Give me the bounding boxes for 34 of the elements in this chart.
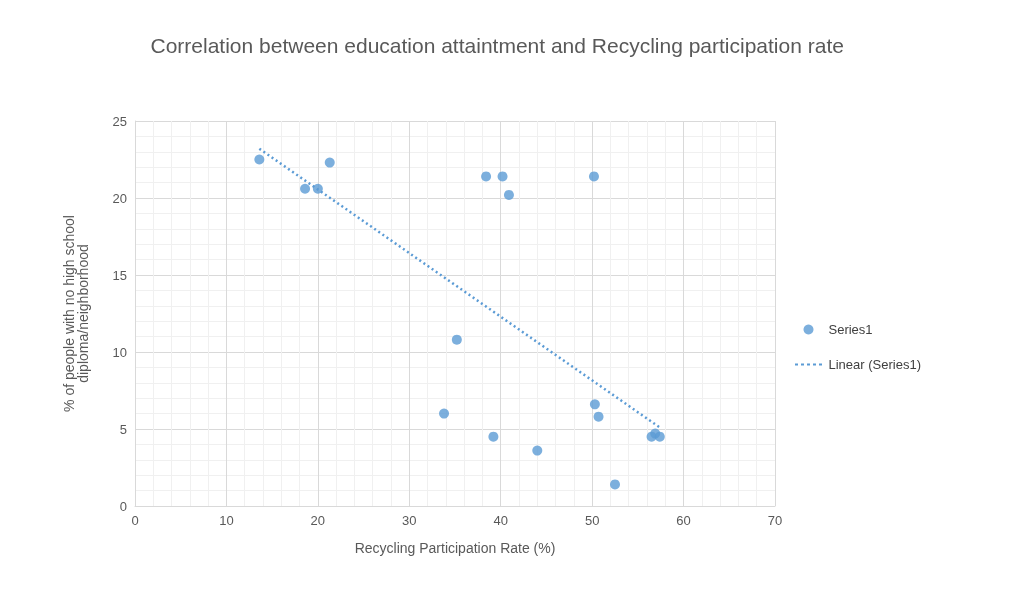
y-tick-label: 15 (112, 267, 127, 283)
point (497, 171, 508, 182)
y-tick-label: 0 (119, 498, 127, 514)
y-tick-label: 5 (119, 421, 127, 437)
y-tick-label: 10 (112, 344, 127, 360)
point (654, 431, 665, 442)
point (593, 411, 604, 422)
x-tick-label: 0 (131, 513, 139, 528)
point (324, 157, 335, 168)
point (254, 154, 265, 165)
chart-title: Correlation between education attaintment and Recycling participation rate (150, 33, 844, 57)
point (610, 479, 620, 490)
x-tick-label: 10 (219, 513, 234, 528)
x-tick-label: 60 (676, 513, 691, 528)
x-tick-label: 20 (310, 513, 326, 528)
point (532, 445, 543, 456)
point (589, 399, 600, 410)
legend-label: Linear (Series1) (828, 357, 921, 372)
x-tick-label: 70 (767, 513, 783, 528)
point (451, 334, 462, 345)
y-axis-title: % of people with no high school diploma/neighborhood (61, 215, 91, 412)
y-tick-label: 25 (112, 113, 127, 129)
x-tick-label: 30 (402, 513, 417, 528)
x-axis-title: Recycling Participation Rate (%) (354, 540, 556, 556)
x-tick-label: 40 (493, 513, 508, 528)
point (300, 183, 311, 194)
y-tick-label: 20 (112, 190, 127, 206)
point (481, 171, 492, 182)
x-tick-label: 50 (584, 513, 600, 528)
point (503, 189, 514, 200)
point (439, 408, 450, 419)
point (488, 431, 499, 442)
legend-label: Series1 (828, 322, 873, 337)
point (588, 171, 599, 182)
